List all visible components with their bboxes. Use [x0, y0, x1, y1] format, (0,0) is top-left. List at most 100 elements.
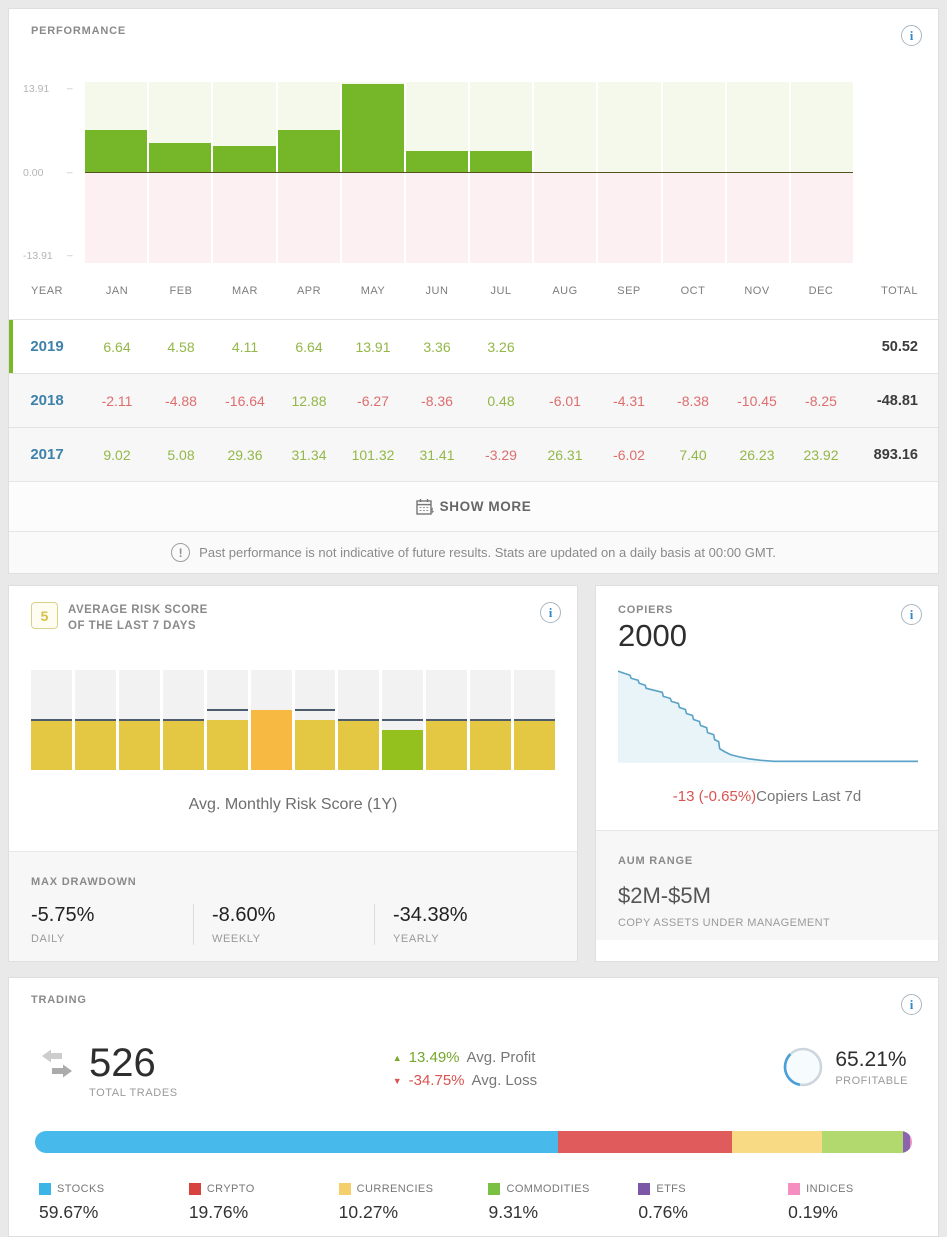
allocation-segment-crypto — [558, 1131, 732, 1154]
column-header-apr: APR — [296, 285, 322, 297]
risk-score-chart — [31, 670, 556, 771]
profitable-value: 65.21% — [835, 1047, 907, 1071]
column-header-total: TOTAL — [881, 285, 918, 297]
performance-chart-column-jan — [85, 82, 148, 263]
performance-chart: 13.91–0.00– -13.91– — [23, 82, 854, 263]
risk-bar-column — [250, 670, 292, 771]
performance-table: 2019 6.64 4.58 4.11 6.64 13.91 3.36 3.26 50.52 20… — [9, 319, 938, 481]
year-cell[interactable]: 2018 — [30, 392, 64, 409]
column-header-feb: FEB — [169, 285, 193, 297]
column-header-mar: MAR — [232, 285, 258, 297]
performance-bar — [470, 151, 533, 172]
info-icon[interactable]: i — [901, 25, 922, 46]
max-drawdown-section: MAX DRAWDOWN -5.75% DAILY -8.60% WEEKLY -34.… — [9, 851, 577, 962]
drawdown-label: DAILY — [31, 933, 65, 946]
table-row[interactable]: 2017 9.02 5.08 29.36 31.34 101.32 31.41 -3.29 26… — [9, 427, 938, 481]
show-more-button[interactable]: SHOW MORE — [415, 498, 532, 516]
legend-item-etfs: ETFS 0.76% — [638, 1183, 788, 1223]
risk-bar — [470, 720, 512, 771]
performance-bar — [85, 129, 148, 172]
performance-chart-column-aug — [534, 82, 597, 263]
risk-title: AVERAGE RISK SCORE OF THE LAST 7 DAYS — [68, 604, 208, 632]
value-cell: 29.36 — [227, 446, 263, 463]
risk-marker — [74, 719, 116, 722]
risk-bar-column — [514, 670, 556, 771]
risk-marker — [118, 719, 160, 722]
drawdown-label: WEEKLY — [212, 933, 261, 946]
disclaimer-text: Past performance is not indicative of fu… — [199, 545, 776, 560]
year-cell[interactable]: 2017 — [30, 446, 64, 463]
value-cell: 4.58 — [167, 338, 195, 355]
risk-bar — [338, 720, 380, 771]
performance-bar — [277, 129, 340, 172]
column-header-may: MAY — [360, 285, 386, 297]
risk-bar-column — [31, 670, 72, 771]
value-cell: 7.40 — [679, 446, 707, 463]
value-cell: -10.45 — [737, 392, 777, 409]
calendar-icon — [415, 498, 434, 515]
risk-marker — [514, 719, 556, 722]
risk-bar — [118, 720, 160, 771]
profitable-label: PROFITABLE — [835, 1074, 908, 1087]
info-icon[interactable]: i — [901, 604, 922, 625]
value-cell: 4.11 — [231, 338, 259, 355]
max-drawdown-title: MAX DRAWDOWN — [31, 876, 137, 889]
info-icon[interactable]: i — [540, 602, 561, 623]
risk-marker — [206, 709, 248, 712]
legend-item-crypto: CRYPTO 19.76% — [188, 1183, 339, 1223]
performance-title: PERFORMANCE — [31, 25, 126, 37]
copiers-change-value: -13 (-0.65%) — [672, 788, 757, 805]
zero-line — [85, 172, 853, 173]
value-cell: 26.31 — [547, 446, 583, 463]
legend-label: STOCKS — [57, 1183, 105, 1196]
copiers-value: 2000 — [618, 618, 687, 653]
value-cell: 12.88 — [291, 392, 327, 409]
risk-bar-column — [206, 670, 248, 771]
up-arrow-icon: ▲ — [392, 1052, 402, 1063]
value-cell: 26.23 — [739, 446, 775, 463]
copiers-change: -13 (-0.65%)Copiers Last 7d — [596, 788, 938, 805]
performance-chart-column-nov — [726, 82, 789, 263]
risk-chart-caption: Avg. Monthly Risk Score (1Y) — [188, 796, 398, 814]
performance-plot — [85, 82, 854, 263]
legend-label: CRYPTO — [206, 1183, 255, 1196]
performance-chart-column-jul — [470, 82, 533, 263]
total-cell: -48.81 — [876, 392, 918, 409]
risk-marker — [294, 709, 336, 712]
value-cell: -3.29 — [485, 446, 517, 463]
allocation-segment-currencies — [731, 1131, 822, 1154]
value-cell: 3.36 — [423, 338, 451, 355]
copiers-trend-chart — [617, 668, 918, 770]
risk-bar-column — [74, 670, 116, 771]
risk-marker — [338, 719, 380, 722]
legend-value: 59.67% — [39, 1202, 99, 1223]
drawdown-value: -8.60% — [212, 904, 276, 927]
performance-bar — [149, 142, 212, 172]
avg-loss-value: -34.75% — [408, 1072, 465, 1090]
total-trades-value: 526 — [89, 1041, 156, 1086]
avg-loss-label: Avg. Loss — [471, 1072, 538, 1090]
table-row[interactable]: 2018 -2.11 -4.88 -16.64 12.88 -6.27 -8.36 0.48 -… — [9, 373, 938, 427]
drawdown-value: -34.38% — [393, 904, 468, 927]
risk-marker — [31, 719, 72, 722]
risk-bar — [294, 720, 336, 771]
allocation-segment-stocks — [35, 1131, 559, 1154]
legend-value: 19.76% — [188, 1202, 249, 1223]
copiers-change-caption: Copiers Last 7d — [756, 788, 862, 805]
performance-panel: PERFORMANCE i 13.91–0.00– -13.91– YEAR JAN… — [8, 8, 939, 574]
value-cell: 31.34 — [291, 446, 327, 463]
aum-title: AUM RANGE — [618, 855, 694, 867]
legend-item-indices: INDICES 0.19% — [788, 1183, 938, 1223]
legend-swatch-icon — [638, 1183, 651, 1196]
down-arrow-icon: ▼ — [392, 1075, 402, 1086]
year-cell[interactable]: 2019 — [30, 338, 64, 355]
performance-bar — [341, 83, 404, 172]
table-row[interactable]: 2019 6.64 4.58 4.11 6.64 13.91 3.36 3.26 50.52 — [9, 319, 938, 373]
risk-marker — [162, 719, 204, 722]
info-icon[interactable]: i — [901, 994, 922, 1016]
legend-label: COMMODITIES — [506, 1183, 590, 1196]
avg-loss: ▼ -34.75% Avg. Loss — [393, 1072, 537, 1089]
performance-chart-column-feb — [149, 82, 212, 263]
column-header-jun: JUN — [425, 285, 449, 297]
legend-value: 9.31% — [488, 1202, 539, 1223]
